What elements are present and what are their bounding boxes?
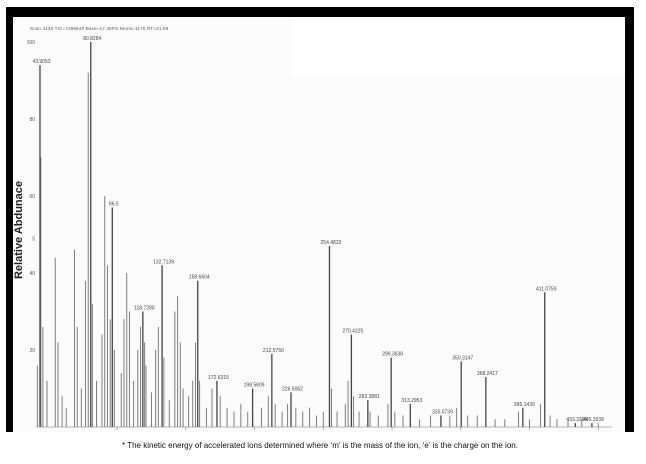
peak-label: 118.7280 — [134, 306, 155, 312]
scan-cutout — [291, 19, 625, 76]
peak-label: 433.3305 — [566, 417, 587, 423]
y-tick-label: 5 — [32, 236, 35, 242]
y-tick-label: 100 — [27, 40, 36, 46]
peak-label: 226.5062 — [282, 386, 303, 392]
peak-label: 270.4225 — [342, 329, 363, 335]
peak-label: 96.5 — [109, 202, 119, 208]
peak-label: 158.6604 — [189, 275, 210, 281]
y-tick-label: 60 — [29, 194, 35, 200]
peak-label: 335.5739 — [432, 409, 453, 415]
y-tick-label: 20 — [29, 348, 35, 354]
peak-label: 198.5609 — [244, 383, 265, 389]
peak-label: 395.1439 — [514, 402, 535, 408]
scan-header: Scan 4136 TIC=7496640 Base=17.45PS Nions… — [30, 26, 169, 31]
peak-label: 254.4832 — [321, 240, 342, 246]
spectrum-bars — [36, 42, 599, 427]
peak-label: 368.2417 — [477, 371, 498, 377]
peak-label: 80.8284 — [83, 36, 101, 42]
spectrum-paper — [13, 17, 625, 432]
peak-label: 299.3638 — [382, 352, 403, 358]
y-tick-label: 40 — [29, 271, 35, 277]
peak-label: 313.2953 — [401, 398, 422, 404]
peak-label: 132.7139 — [153, 259, 174, 265]
y-tick-label: 80 — [29, 117, 35, 123]
peak-label: 43.9053 — [32, 59, 50, 65]
peak-label: 350.3147 — [452, 356, 473, 362]
peak-label: 282.3881 — [359, 394, 380, 400]
peak-label: 411.0759 — [536, 286, 557, 292]
peak-labels: 43.9053 80.8284 96.5 118.7280 132.7139 158.66… — [32, 36, 604, 423]
caption-bar: * The kinetic energy of accelerated ions… — [6, 432, 634, 457]
peak-label: 172.6315 — [208, 375, 229, 381]
figure-caption: * The kinetic energy of accelerated ions… — [122, 441, 518, 450]
peak-label: 212.5750 — [263, 348, 284, 354]
peak-label: 445.3939 — [583, 417, 604, 423]
